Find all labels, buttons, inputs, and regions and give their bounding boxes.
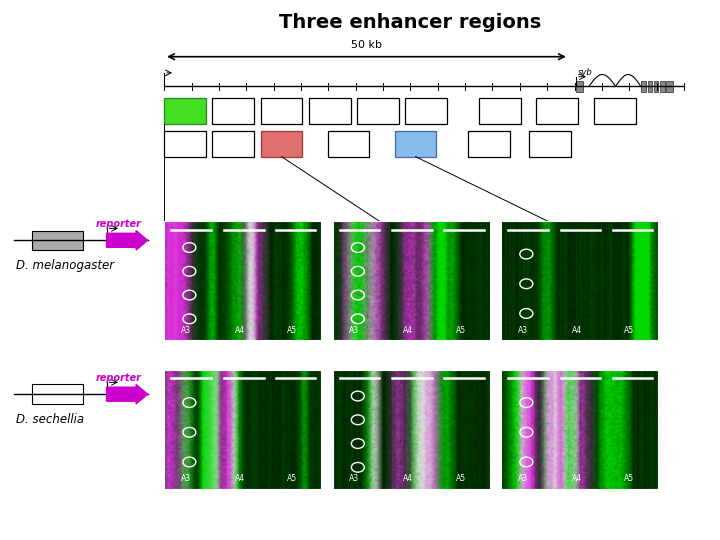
Text: A5: A5 — [456, 474, 466, 483]
Text: D. melanogaster: D. melanogaster — [16, 259, 114, 272]
Text: A5: A5 — [287, 326, 297, 335]
Text: A4: A4 — [572, 474, 582, 483]
Text: A4: A4 — [403, 326, 413, 335]
Bar — [333, 221, 490, 340]
Bar — [212, 131, 254, 157]
Text: A4: A4 — [572, 326, 582, 335]
Bar — [576, 81, 583, 92]
Bar — [164, 98, 206, 124]
Text: reporter: reporter — [96, 373, 142, 383]
Text: A3: A3 — [518, 326, 528, 335]
Bar — [261, 98, 302, 124]
Bar — [164, 221, 321, 340]
Bar — [164, 131, 206, 157]
Bar — [357, 98, 399, 124]
Text: D. sechellia: D. sechellia — [16, 413, 84, 426]
Bar — [405, 98, 447, 124]
Text: A4: A4 — [403, 474, 413, 483]
Bar — [164, 370, 321, 489]
Text: A5: A5 — [624, 326, 634, 335]
Bar — [501, 370, 658, 489]
Bar — [479, 98, 521, 124]
Bar — [536, 98, 578, 124]
Text: A4: A4 — [235, 474, 245, 483]
Text: A5: A5 — [624, 474, 634, 483]
Bar — [333, 370, 490, 489]
Bar — [32, 384, 83, 404]
Bar — [328, 131, 369, 157]
Bar — [641, 81, 646, 92]
Text: A3: A3 — [518, 474, 528, 483]
Bar — [501, 221, 658, 340]
Bar — [261, 131, 302, 157]
Text: svb: svb — [578, 68, 593, 77]
Bar — [594, 98, 636, 124]
Text: A4: A4 — [235, 326, 245, 335]
Bar — [666, 81, 673, 92]
Bar — [212, 98, 254, 124]
Text: 50 kb: 50 kb — [351, 40, 382, 50]
Text: A3: A3 — [349, 326, 359, 335]
Text: A3: A3 — [349, 474, 359, 483]
Bar — [32, 231, 83, 250]
Text: reporter: reporter — [96, 219, 142, 230]
Bar — [529, 131, 571, 157]
Bar — [309, 98, 351, 124]
FancyArrow shape — [107, 231, 148, 250]
Text: A3: A3 — [181, 474, 191, 483]
Bar — [395, 131, 436, 157]
Text: A5: A5 — [456, 326, 466, 335]
Bar — [468, 131, 510, 157]
Bar — [648, 81, 652, 92]
Text: Three enhancer regions: Three enhancer regions — [279, 14, 541, 32]
Bar — [654, 81, 658, 92]
Text: A5: A5 — [287, 474, 297, 483]
Bar — [660, 81, 665, 92]
Text: A3: A3 — [181, 326, 191, 335]
FancyArrow shape — [107, 384, 148, 404]
